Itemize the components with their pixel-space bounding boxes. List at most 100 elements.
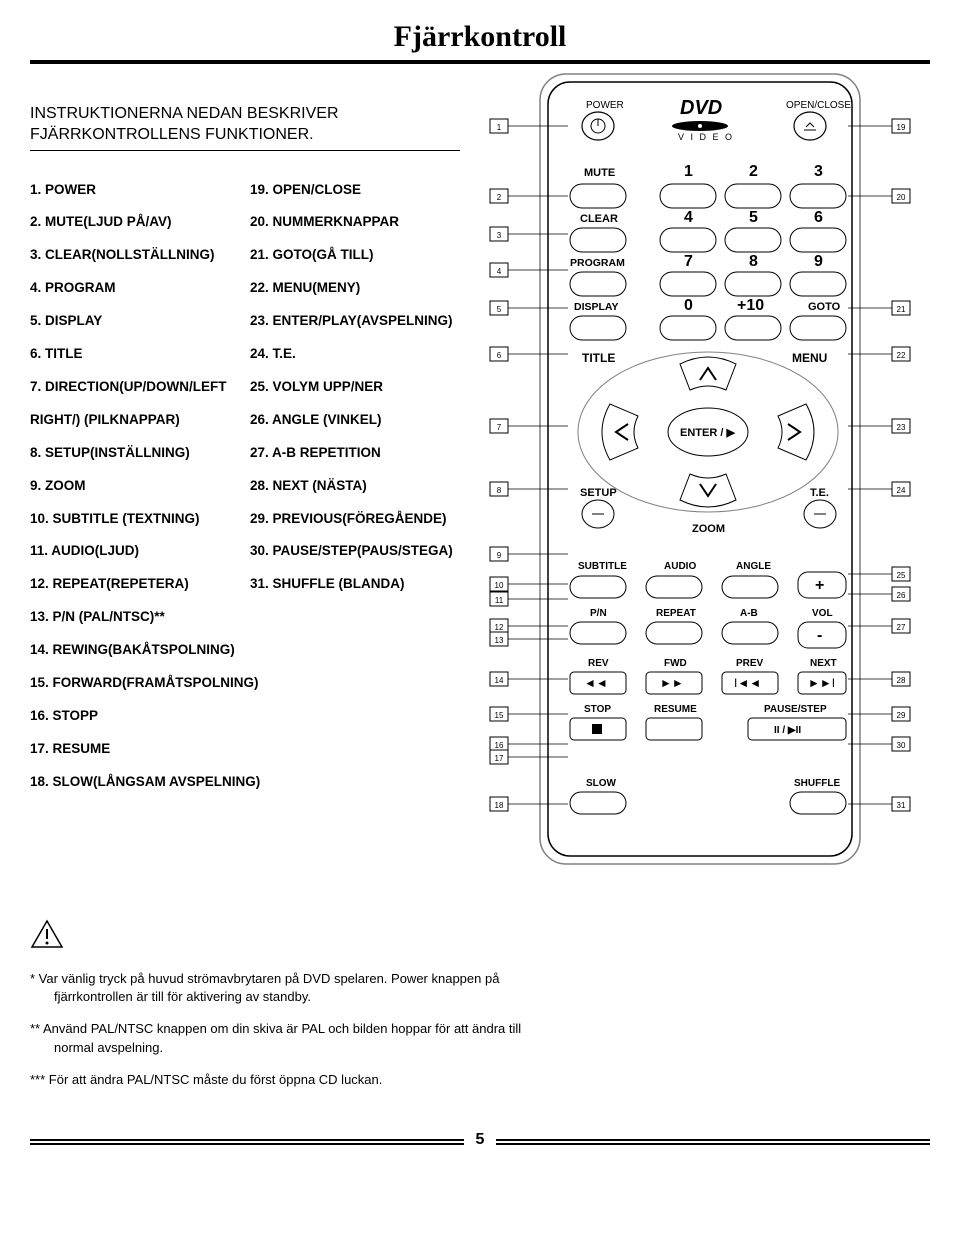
svg-text:DVD: DVD [680,97,722,119]
svg-text:25: 25 [897,571,906,580]
remote-diagram-pane: 123456789101112131415161718 192021222324… [470,64,930,889]
svg-text:7: 7 [684,253,693,270]
svg-text:27: 27 [897,623,906,632]
fn-item: 7. DIRECTION(UP/DOWN/LEFT [30,378,240,397]
fn-item: 14. REWING(BAKÅTSPOLNING) [30,641,240,660]
svg-text:20: 20 [897,193,906,202]
page-title: Fjärrkontroll [30,20,930,54]
fn-item: 29. PREVIOUS(FÖREGÅENDE) [250,510,460,529]
fn-item: 10. SUBTITLE (TEXTNING) [30,510,240,529]
label-angle: ANGLE [736,561,771,572]
page-number: 5 [30,1139,930,1145]
warning-icon [30,919,550,956]
fn-item: 21. GOTO(GÅ TILL) [250,246,460,265]
svg-text:12: 12 [495,623,504,632]
svg-text:23: 23 [897,423,906,432]
svg-text:3: 3 [497,231,502,240]
svg-text:5: 5 [749,209,758,226]
label-ab: A-B [740,608,758,619]
fn-item: 25. VOLYM UPP/NER [250,378,460,397]
fn-item: 28. NEXT (NÄSTA) [250,477,460,496]
svg-text:►►I: ►►I [808,676,835,690]
fn-item: 20. NUMMERKNAPPAR [250,213,460,232]
left-pane: INSTRUKTIONERNA NEDAN BESKRIVER FJÄRRKON… [30,104,460,889]
label-goto: GOTO [808,301,841,313]
footnote-3: *** För att ändra PAL/NTSC måste du förs… [30,1071,550,1089]
label-title: TITLE [582,351,615,365]
svg-text:30: 30 [897,741,906,750]
label-pausestep: PAUSE/STEP [764,704,827,715]
svg-text:8: 8 [749,253,758,270]
fn-item: 6. TITLE [30,345,240,364]
svg-text:29: 29 [897,711,906,720]
svg-text:24: 24 [897,486,906,495]
label-setup: SETUP [580,487,617,499]
footnote-2: ** Använd PAL/NTSC knappen om din skiva … [30,1020,550,1056]
svg-text:6: 6 [814,209,823,226]
fn-item: 16. STOPP [30,707,460,726]
svg-text:1: 1 [684,163,693,180]
svg-text:+10: +10 [737,297,764,314]
instr-divider [30,150,460,151]
remote-diagram: 123456789101112131415161718 192021222324… [470,64,930,884]
svg-text:7: 7 [497,423,502,432]
content-row: INSTRUKTIONERNA NEDAN BESKRIVER FJÄRRKON… [30,104,930,889]
fn-item: 31. SHUFFLE (BLANDA) [250,575,460,594]
label-audio: AUDIO [664,561,696,572]
label-stop: STOP [584,704,611,715]
svg-text:13: 13 [495,636,504,645]
fn-item: 23. ENTER/PLAY(AVSPELNING) [250,312,460,331]
svg-text:21: 21 [897,305,906,314]
fn-item: 30. PAUSE/STEP(PAUS/STEGA) [250,542,460,561]
fn-item: 2. MUTE(LJUD PÅ/AV) [30,213,240,232]
label-prev: PREV [736,658,764,669]
label-program: PROGRAM [570,257,625,269]
svg-text:V I D E O: V I D E O [678,132,734,142]
svg-text:8: 8 [497,486,502,495]
svg-text:16: 16 [495,741,504,750]
fn-item: 4. PROGRAM [30,279,240,298]
footnotes: * Var vänlig tryck på huvud strömavbryta… [30,919,550,1089]
label-clear: CLEAR [580,213,618,225]
fn-item: 12. REPEAT(REPETERA) [30,575,240,594]
fn-item: 19. OPEN/CLOSE [250,181,460,200]
svg-text:+: + [815,577,824,594]
svg-text:0: 0 [684,297,693,314]
svg-text:10: 10 [495,581,504,590]
svg-text:►►: ►► [660,676,684,690]
label-subtitle: SUBTITLE [578,561,627,572]
fn-item: 8. SETUP(INSTÄLLNING) [30,444,240,463]
instr-line1: INSTRUKTIONERNA NEDAN BESKRIVER [30,105,339,122]
label-mute: MUTE [584,167,615,179]
function-col-right: 19. OPEN/CLOSE 20. NUMMERKNAPPAR 21. GOT… [250,181,460,674]
label-shuffle: SHUFFLE [794,778,840,789]
fn-item: 17. RESUME [30,740,460,759]
fn-item: 11. AUDIO(LJUD) [30,542,240,561]
fn-item: 3. CLEAR(NOLLSTÄLLNING) [30,246,240,265]
svg-text:6: 6 [497,351,502,360]
svg-text:26: 26 [897,591,906,600]
label-rev: REV [588,658,609,669]
fn-item: 26. ANGLE (VINKEL) [250,411,460,430]
svg-text:4: 4 [684,209,693,226]
label-fwd: FWD [664,658,687,669]
svg-text:11: 11 [495,596,504,605]
svg-text:18: 18 [495,801,504,810]
fn-item: 13. P/N (PAL/NTSC)** [30,608,240,627]
svg-text:3: 3 [814,163,823,180]
label-display: DISPLAY [574,301,619,313]
svg-text:2: 2 [749,163,758,180]
svg-text:28: 28 [897,676,906,685]
function-col-left: 1. POWER 2. MUTE(LJUD PÅ/AV) 3. CLEAR(NO… [30,181,240,674]
svg-text:22: 22 [897,351,906,360]
fn-item: 18. SLOW(LÅNGSAM AVSPELNING) [30,773,460,792]
svg-text:14: 14 [495,676,504,685]
label-slow: SLOW [586,778,617,789]
svg-text:◄◄: ◄◄ [584,676,608,690]
fn-item: 27. A-B REPETITION [250,444,460,463]
footnote-1: * Var vänlig tryck på huvud strömavbryta… [30,970,550,1006]
svg-text:II / ▶II: II / ▶II [774,725,801,736]
fn-item: 9. ZOOM [30,477,240,496]
fn-item: RIGHT/) (PILKNAPPAR) [30,411,240,430]
svg-text:4: 4 [497,267,502,276]
